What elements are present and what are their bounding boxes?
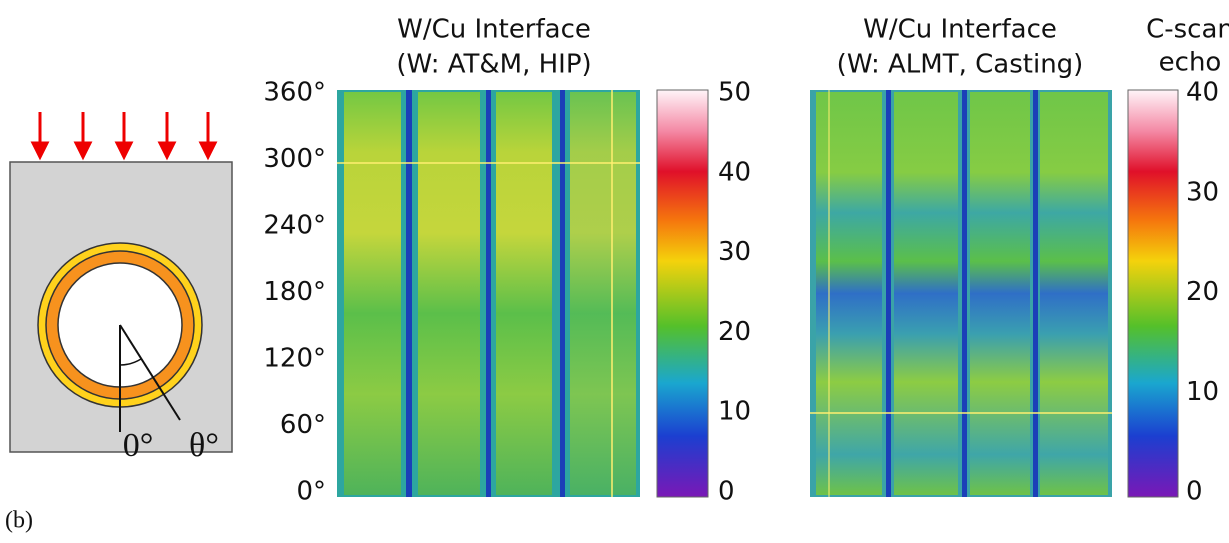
panel-title: (W: AT&M, HIP): [396, 50, 591, 80]
angle-label: 0°: [123, 427, 154, 464]
colorbar-title: C-scan: [1146, 15, 1229, 45]
panel-title: (W: ALMT, Casting): [837, 50, 1084, 80]
colorbar-tick-label: 20: [1186, 277, 1219, 307]
labels: W/Cu Interface(W: AT&M, HIP)360°300°240°…: [263, 15, 1229, 507]
colorbar-tick-label: 0: [718, 477, 735, 507]
c-scan-image: [810, 90, 1112, 497]
cross-section-diagram: 0° θ°: [9, 112, 233, 464]
y-tick-label: 360°: [263, 78, 326, 108]
colorbar-tick-label: 10: [718, 397, 751, 427]
y-tick-label: 60°: [280, 410, 326, 440]
colorbar-tick-label: 40: [718, 157, 751, 187]
colorbar-tick-label: 20: [718, 317, 751, 347]
panel-title: W/Cu Interface: [397, 15, 591, 45]
colorbar: [1127, 89, 1179, 498]
c-scan-image: [337, 90, 640, 497]
y-tick-label: 180°: [263, 277, 326, 307]
y-tick-label: 120°: [263, 344, 326, 374]
colorbar: [656, 89, 709, 498]
y-tick-label: 240°: [263, 211, 326, 241]
colorbar-tick-label: 0: [1186, 477, 1203, 507]
colorbar-tick-label: 10: [1186, 377, 1219, 407]
colorbar-tick-label: 50: [718, 78, 751, 108]
colorbar-title: echo: [1159, 48, 1222, 78]
panel-label: (b): [5, 508, 33, 534]
colorbar-tick-label: 30: [718, 237, 751, 267]
colorbar-tick-label: 40: [1186, 78, 1219, 108]
colorbar-tick-label: 30: [1186, 177, 1219, 207]
angle-label: θ°: [189, 427, 219, 464]
y-tick-label: 0°: [296, 477, 326, 507]
panel-title: W/Cu Interface: [863, 15, 1057, 45]
y-tick-label: 300°: [263, 144, 326, 174]
